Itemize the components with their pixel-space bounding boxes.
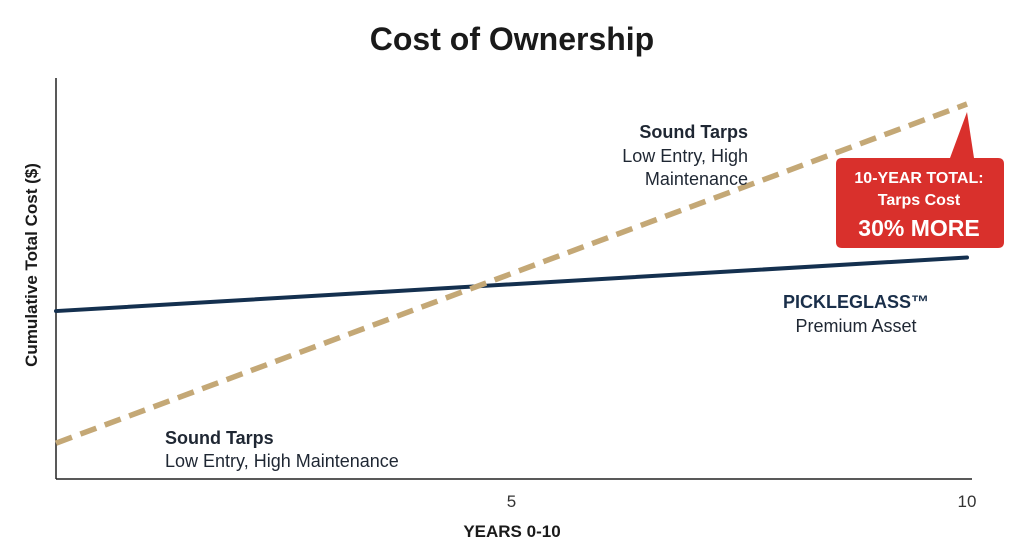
tarps-upper-line1: Low Entry, High — [622, 146, 748, 166]
tarps-upper-line2: Maintenance — [645, 169, 748, 189]
series-line-sound-tarps — [55, 101, 968, 446]
pickleglass-title: PICKLEGLASS™ — [783, 292, 929, 312]
tarps-upper-title: Sound Tarps — [639, 122, 748, 142]
tarps-lower-line1: Low Entry, High Maintenance — [165, 451, 399, 471]
series-line-pickleglass — [54, 255, 969, 314]
tarps-upper-annotation: Sound Tarps Low Entry, High Maintenance — [622, 122, 748, 189]
y-axis-title: Cumulative Total Cost ($) — [22, 163, 41, 367]
tarps-lower-annotation: Sound Tarps Low Entry, High Maintenance — [165, 428, 399, 471]
x-axis-title: YEARS 0-10 — [463, 522, 560, 541]
callout-line1: 10-YEAR TOTAL: — [854, 170, 983, 187]
series-layer — [54, 101, 969, 446]
ten-year-callout: 10-YEAR TOTAL: Tarps Cost 30% MORE — [836, 112, 1004, 248]
pickleglass-line1: Premium Asset — [795, 316, 916, 336]
x-tick-label: 10 — [958, 492, 977, 511]
callout-bubble — [836, 112, 1004, 248]
chart-title: Cost of Ownership — [370, 21, 654, 57]
x-tick-labels: 5 10 — [507, 492, 977, 511]
tarps-lower-title: Sound Tarps — [165, 428, 274, 448]
callout-line3: 30% MORE — [858, 215, 979, 241]
x-tick-label: 5 — [507, 492, 516, 511]
callout-line2: Tarps Cost — [878, 192, 961, 209]
pickleglass-annotation: PICKLEGLASS™ Premium Asset — [783, 292, 929, 336]
